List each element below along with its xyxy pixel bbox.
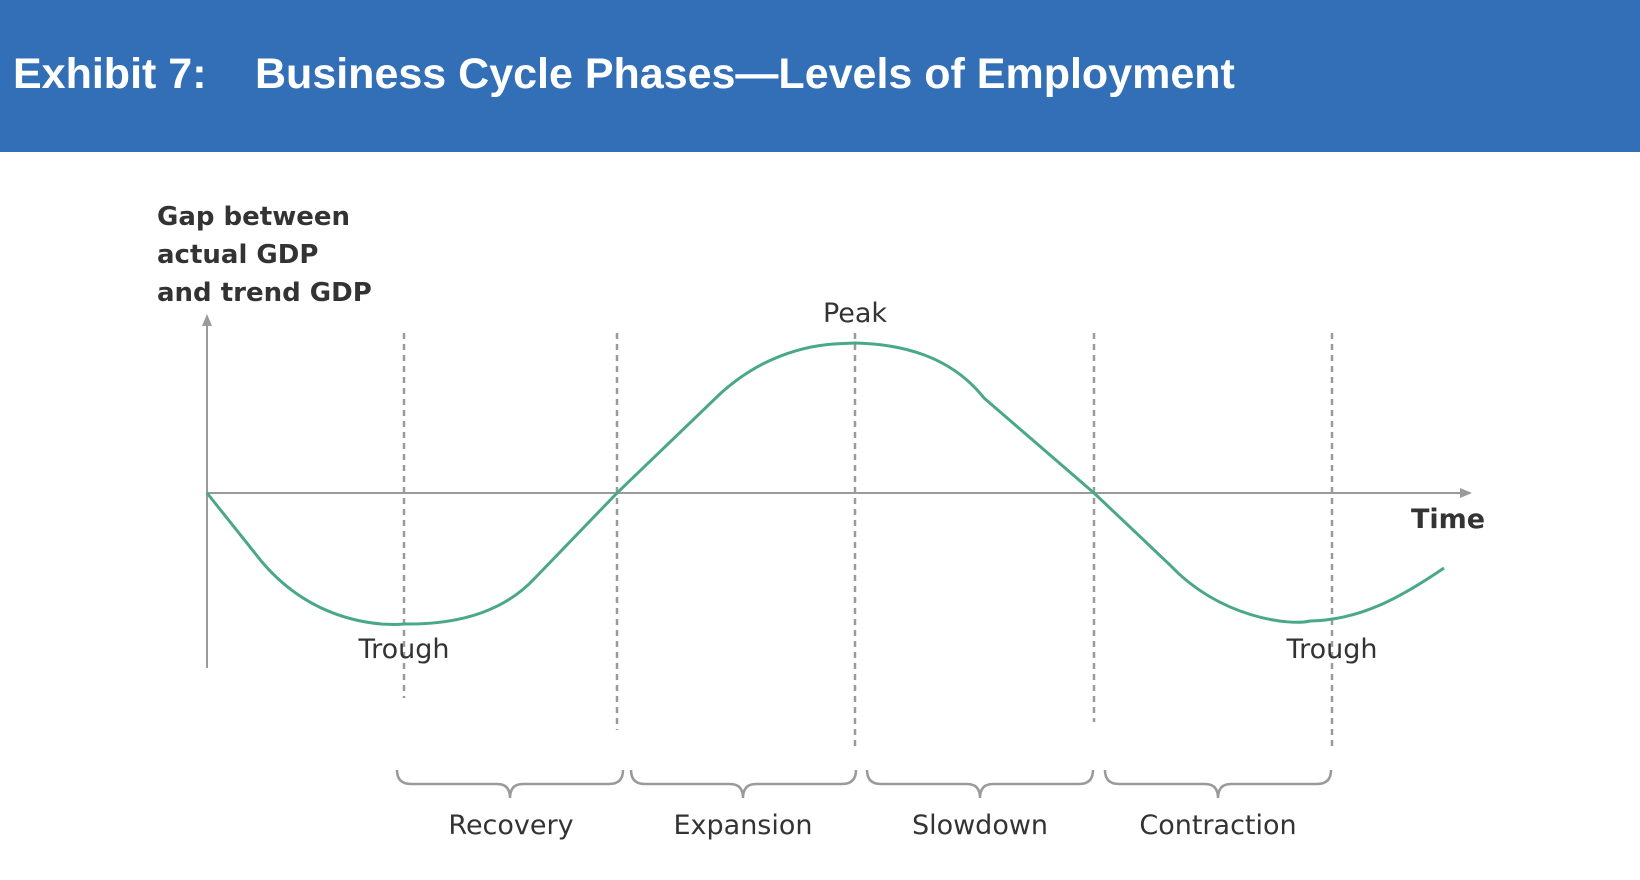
bracket-slowdown — [865, 769, 1095, 799]
bracket-contraction — [1103, 769, 1333, 799]
bracket-recovery — [395, 769, 625, 799]
bracket-expansion — [629, 769, 858, 799]
peak-label: Peak — [822, 298, 888, 329]
phase-contraction-label: Contraction — [1139, 810, 1297, 841]
trough-left-label: Trough — [358, 634, 450, 665]
phase-expansion-label: Expansion — [673, 810, 813, 841]
y-axis-label-line-3: and trend GDP — [157, 278, 372, 308]
y-axis-label: Gap between actual GDP and trend GDP — [157, 198, 372, 312]
business-cycle-curve — [205, 341, 1445, 626]
exhibit-number: Exhibit 7: — [13, 50, 207, 98]
x-axis-label: Time — [1410, 504, 1486, 535]
phase-slowdown-label: Slowdown — [911, 810, 1049, 841]
y-axis-label-line-1: Gap between — [157, 202, 351, 232]
exhibit-header: Exhibit 7: Business Cycle Phases—Levels … — [0, 0, 1640, 152]
exhibit-title: Business Cycle Phases—Levels of Employme… — [255, 50, 1235, 98]
trough-right-label: Trough — [1286, 634, 1378, 665]
phase-recovery-label: Recovery — [448, 810, 574, 841]
y-axis-label-line-2: actual GDP — [157, 240, 319, 270]
